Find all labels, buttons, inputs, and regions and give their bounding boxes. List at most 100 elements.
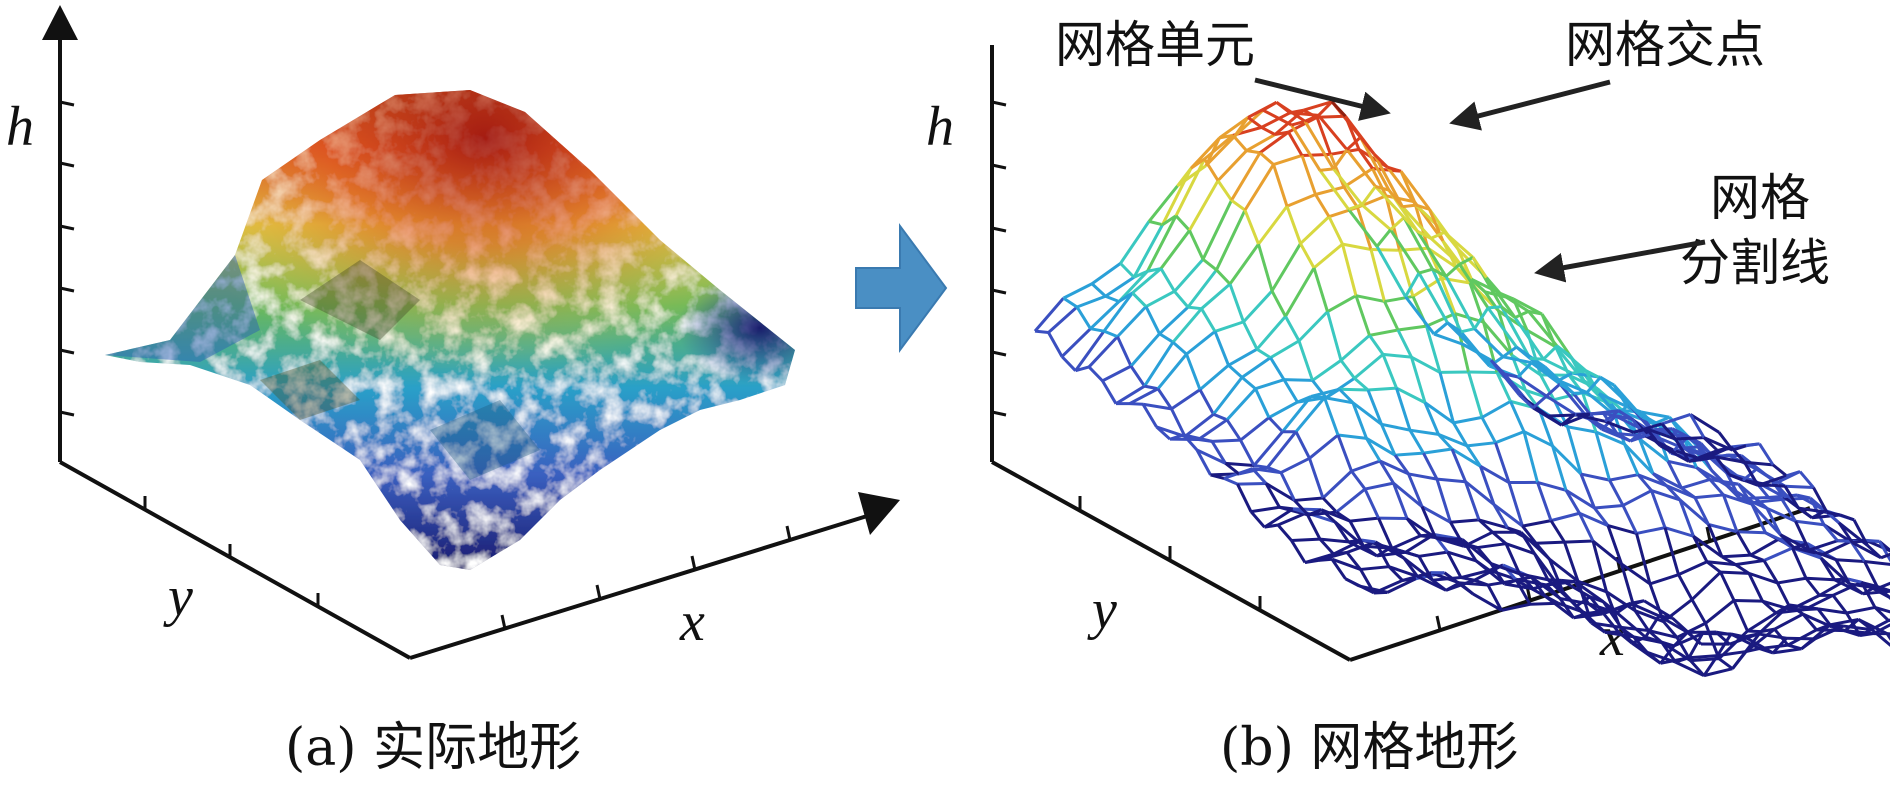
mesh-line	[1408, 429, 1425, 454]
mesh-line	[1689, 659, 1706, 677]
mesh-line	[1778, 537, 1794, 550]
mesh-line	[1548, 558, 1579, 583]
mesh-line	[1677, 573, 1694, 601]
mesh-line	[1272, 164, 1289, 207]
mesh-line	[1276, 524, 1293, 542]
mesh-line	[1447, 550, 1477, 563]
mesh-line	[1675, 656, 1690, 664]
mesh-line	[1874, 605, 1890, 614]
mesh-line	[1161, 214, 1177, 226]
mesh-line	[1450, 448, 1467, 483]
mesh-line	[1678, 499, 1695, 537]
mesh-line	[1033, 297, 1065, 333]
mesh-line	[1141, 403, 1158, 428]
mesh-line	[1540, 313, 1557, 348]
mesh-line	[1815, 623, 1831, 632]
mesh-line	[1215, 209, 1247, 271]
mesh-line	[1532, 583, 1547, 591]
mesh-line	[1819, 557, 1836, 581]
mesh-line	[1268, 400, 1299, 419]
mesh-line	[1805, 576, 1835, 582]
mesh-line	[1873, 606, 1890, 622]
mesh-line	[1834, 558, 1851, 585]
mesh-line	[1614, 403, 1630, 418]
mesh-line	[1786, 470, 1801, 478]
mesh-line	[1748, 571, 1778, 585]
mesh-line	[1200, 307, 1217, 333]
mesh-line	[1493, 503, 1524, 528]
mesh-line	[1560, 579, 1591, 599]
mesh-line	[1403, 557, 1434, 582]
mesh-line	[1344, 577, 1360, 588]
mesh-line	[1465, 445, 1482, 468]
mesh-line	[1155, 425, 1172, 441]
mesh-line	[1372, 152, 1389, 169]
mesh-line	[1551, 444, 1583, 476]
mesh-line	[1330, 558, 1347, 580]
mesh-line	[1619, 625, 1635, 639]
mesh-line	[1228, 243, 1260, 285]
mesh-line	[1247, 116, 1263, 129]
mesh-line	[1592, 539, 1623, 566]
mesh-line	[1224, 462, 1240, 476]
mesh-line	[1287, 131, 1304, 157]
mesh-line	[1355, 294, 1385, 303]
mesh-line	[1479, 465, 1510, 484]
mesh-line	[1507, 526, 1522, 534]
mesh-line	[1797, 506, 1813, 520]
mesh-line	[1423, 447, 1453, 455]
mesh-line	[1710, 469, 1727, 486]
mesh-line	[1283, 378, 1313, 382]
mesh-line	[1119, 262, 1136, 279]
mesh-line	[1545, 583, 1562, 600]
mesh-line	[1690, 571, 1722, 601]
mesh-line	[1158, 306, 1190, 335]
mesh-line	[1404, 272, 1421, 298]
mesh-line	[1380, 423, 1397, 456]
mesh-line	[1486, 584, 1503, 612]
mesh-line	[1131, 291, 1148, 308]
mesh-line	[1147, 267, 1162, 273]
mesh-line	[1405, 517, 1422, 537]
mesh-line	[1728, 473, 1744, 482]
mesh-line	[1185, 330, 1216, 356]
mesh-line	[1348, 520, 1365, 547]
mesh-line	[1255, 315, 1287, 351]
mesh-line	[1349, 516, 1379, 523]
mesh-line	[1158, 332, 1174, 344]
mesh-line	[1616, 432, 1646, 438]
mesh-line	[1387, 189, 1404, 208]
mesh-line	[1734, 563, 1750, 575]
mesh-line	[1326, 311, 1343, 361]
mesh-line	[1623, 443, 1640, 476]
mesh-line	[1467, 371, 1484, 418]
mesh-line	[1663, 527, 1680, 576]
mesh-line	[1578, 511, 1609, 527]
mesh-line	[1550, 511, 1580, 523]
mesh-line	[1689, 413, 1706, 439]
mesh-line	[1845, 612, 1862, 637]
mesh-line	[1225, 418, 1242, 441]
panel-b-mesh-surface	[1033, 100, 1890, 678]
mesh-line	[1303, 120, 1335, 170]
mesh-line	[1227, 364, 1244, 379]
mesh-line	[1510, 354, 1527, 391]
mesh-line	[1831, 625, 1846, 633]
mesh-line	[1597, 392, 1614, 411]
mesh-line	[1308, 457, 1325, 499]
mesh-line	[1745, 442, 1760, 448]
mesh-line	[1290, 124, 1322, 172]
mesh-line	[1650, 490, 1667, 529]
mesh-line	[1681, 478, 1711, 490]
mesh-line	[1811, 509, 1827, 520]
mesh-line	[1101, 364, 1132, 383]
mesh-line	[1533, 552, 1550, 581]
mesh-line	[1480, 416, 1497, 444]
mesh-line	[1646, 427, 1676, 441]
mesh-line	[1880, 552, 1890, 560]
mesh-line	[1800, 637, 1816, 651]
panel-b-y-label: y	[1087, 579, 1117, 641]
mesh-line	[1452, 422, 1469, 447]
mesh-line	[1047, 331, 1064, 358]
mesh-line	[1662, 598, 1693, 623]
